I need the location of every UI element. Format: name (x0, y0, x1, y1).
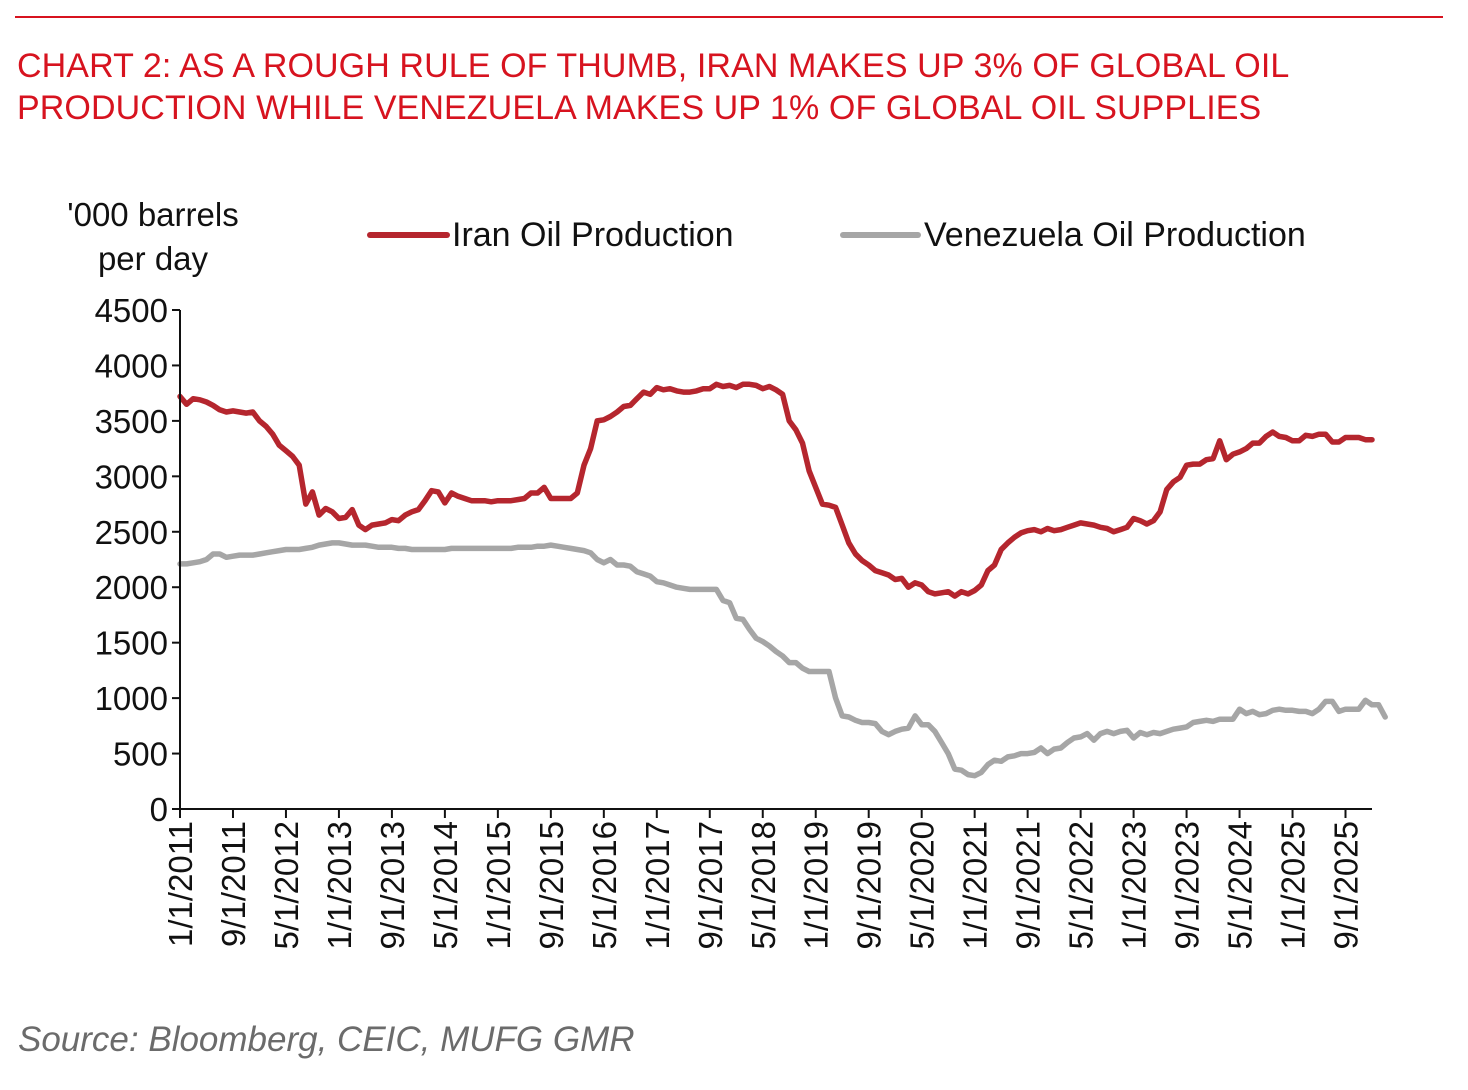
x-tick-label: 5/1/2018 (745, 821, 782, 949)
iran-production-line (177, 381, 1375, 599)
x-tick-label: 1/1/2019 (798, 821, 835, 949)
y-tick-label: 4000 (95, 347, 168, 384)
x-tick-label: 1/1/2023 (1116, 821, 1153, 949)
x-tick-label: 5/1/2012 (268, 821, 305, 949)
y-axis-label: '000 barrels per day (67, 196, 238, 277)
x-tick-label: 1/1/2015 (480, 821, 517, 949)
axes (179, 310, 1372, 810)
y-tick-label: 1500 (95, 625, 168, 662)
y-tick-label: 4500 (95, 292, 168, 329)
x-tick-label: 5/1/2014 (427, 821, 464, 949)
chart-title-line-1: CHART 2: AS A ROUGH RULE OF THUMB, IRAN … (17, 47, 1290, 85)
x-tick-label: 1/1/2011 (162, 821, 199, 947)
x-axis: 1/1/2011 9/1/2011 5/1/2012 1/1/2013 9/1/2013… (162, 809, 1365, 949)
x-tick-label: 1/1/2025 (1275, 821, 1312, 949)
x-tick-label: 9/1/2011 (215, 821, 252, 947)
y-tick-label: 3500 (95, 403, 168, 440)
x-tick-label: 9/1/2019 (851, 821, 888, 949)
venezuela-production-line (177, 540, 1388, 779)
x-tick-label: 5/1/2022 (1063, 821, 1100, 949)
y-tick-label: 3000 (95, 458, 168, 495)
legend-label-venezuela: Venezuela Oil Production (924, 216, 1306, 254)
y-axis: 0 500 1000 1500 2000 2500 3000 3500 4000 4500 (95, 292, 180, 828)
y-axis-label-line-2: per day (98, 240, 209, 277)
y-tick-label: 2500 (95, 514, 168, 551)
y-axis-label-line-1: '000 barrels (67, 196, 238, 233)
x-tick-label: 9/1/2017 (692, 821, 729, 949)
x-tick-label: 9/1/2013 (374, 821, 411, 949)
y-tick-label: 500 (113, 736, 168, 773)
legend-item-venezuela: Venezuela Oil Production (840, 216, 1306, 254)
y-tick-label: 1000 (95, 680, 168, 717)
legend-label-iran: Iran Oil Production (452, 216, 734, 254)
plot-area (177, 381, 1388, 779)
x-tick-label: 1/1/2017 (639, 821, 676, 949)
legend: Iran Oil Production Venezuela Oil Produc… (367, 216, 1306, 254)
x-tick-label: 9/1/2021 (1010, 821, 1047, 949)
x-tick-label: 9/1/2023 (1169, 821, 1206, 949)
x-tick-label: 9/1/2015 (533, 821, 570, 949)
x-tick-label: 1/1/2021 (957, 821, 994, 949)
x-tick-label: 5/1/2024 (1222, 821, 1259, 949)
source-note: Source: Bloomberg, CEIC, MUFG GMR (18, 1020, 635, 1059)
chart-title-line-2: PRODUCTION WHILE VENEZUELA MAKES UP 1% O… (17, 89, 1262, 127)
y-tick-label: 2000 (95, 569, 168, 606)
x-tick-label: 5/1/2016 (586, 821, 623, 949)
chart-title: CHART 2: AS A ROUGH RULE OF THUMB, IRAN … (17, 45, 1457, 129)
x-tick-label: 5/1/2020 (904, 821, 941, 949)
x-tick-label: 9/1/2025 (1328, 821, 1365, 949)
y-tick-label: 0 (150, 791, 168, 828)
legend-item-iran: Iran Oil Production (367, 216, 734, 254)
x-tick-label: 1/1/2013 (321, 821, 358, 949)
top-rule (15, 16, 1443, 18)
